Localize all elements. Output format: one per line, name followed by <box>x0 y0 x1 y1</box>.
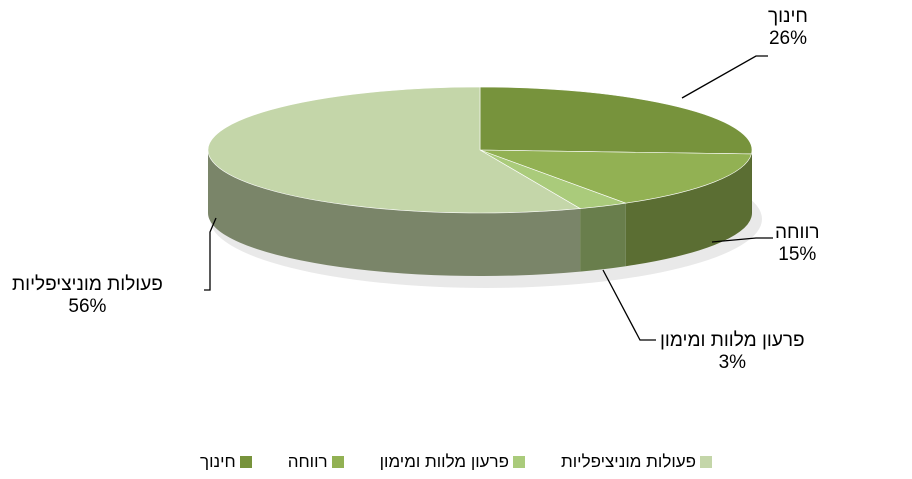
pie-slice-education <box>479 86 753 155</box>
pie-side-education <box>751 150 752 217</box>
slice-label-education-value: 26% <box>768 28 807 49</box>
legend-swatch-debt <box>513 456 526 468</box>
slice-label-welfare: רווחה 15% <box>775 222 820 266</box>
legend-label-welfare: רווחה <box>287 452 328 471</box>
pie-side-municipal <box>208 150 581 276</box>
pie-side-debt <box>580 203 626 272</box>
slice-label-debt-name: פרעון מלוות ומימון <box>660 330 805 351</box>
slice-label-education-name: חינוך <box>768 6 808 27</box>
leader-line-welfare <box>711 237 773 243</box>
legend-item-debt: פרעון מלוות ומימון <box>379 452 526 472</box>
legend-item-welfare: רווחה <box>288 452 344 472</box>
leader-line-education <box>681 55 768 99</box>
legend-swatch-municipal <box>700 456 713 468</box>
leader-line-municipal <box>204 217 217 291</box>
slice-label-welfare-value: 15% <box>778 244 817 265</box>
pie-slice-welfare <box>479 149 752 204</box>
legend-label-education: חינוך <box>200 452 236 471</box>
slice-label-debt-value: 3% <box>718 352 747 373</box>
slice-label-education: חינוך 26% <box>768 6 808 50</box>
pie-slice-municipal <box>207 86 582 214</box>
leader-line-debt <box>602 269 656 341</box>
legend-item-education: חינוך <box>200 452 252 472</box>
chart-legend: חינוך רווחה פרעון מלוות ומימון פעולות מו… <box>0 452 912 472</box>
legend-label-debt: פרעון מלוות ומימון <box>379 452 510 471</box>
slice-label-welfare-name: רווחה <box>775 222 820 243</box>
legend-label-municipal: פעולות מוניציפליות <box>561 452 697 471</box>
slice-label-debt: פרעון מלוות ומימון 3% <box>660 330 805 374</box>
legend-item-municipal: פעולות מוניציפליות <box>561 452 713 472</box>
pie-side-welfare <box>625 153 752 267</box>
slice-label-municipal: פעולות מוניציפליות 56% <box>12 274 163 318</box>
slice-label-municipal-name: פעולות מוניציפליות <box>12 274 163 295</box>
legend-swatch-welfare <box>331 456 344 468</box>
slice-label-municipal-value: 56% <box>68 296 107 317</box>
legend-swatch-education <box>239 456 252 468</box>
